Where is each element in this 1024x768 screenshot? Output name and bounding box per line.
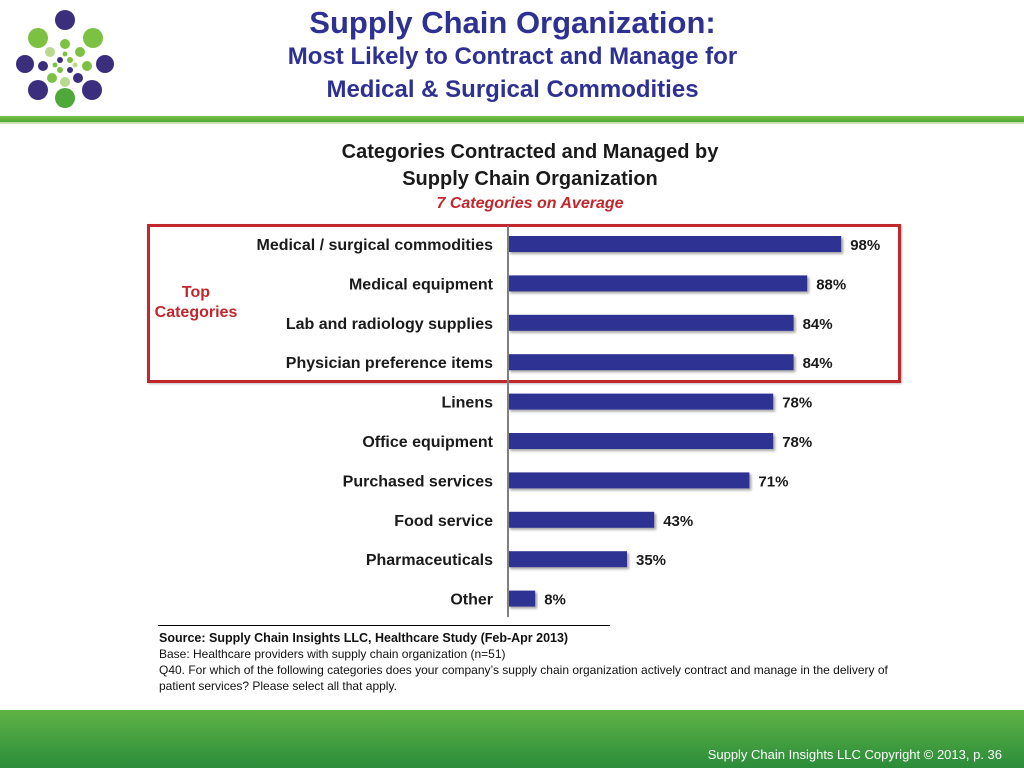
chart-subtitle: 7 Categories on Average [436, 195, 624, 212]
footer-bar [0, 710, 1024, 768]
slide-title: Supply Chain Organization: [309, 5, 716, 40]
value-label-0: 98% [850, 237, 880, 254]
bar-7 [508, 511, 655, 528]
bar-0 [508, 236, 842, 252]
category-label-4: Linens [441, 395, 493, 412]
company-logo [16, 10, 114, 108]
bar-8 [508, 551, 627, 568]
value-label-6: 71% [758, 473, 788, 490]
category-label-0: Medical / surgical commodities [256, 237, 493, 254]
chart-title-line2: Supply Chain Organization [402, 168, 658, 190]
source-question: Q40. For which of the following categori… [159, 663, 888, 693]
bar-2 [508, 314, 794, 331]
category-label-5: Office equipment [362, 434, 493, 451]
category-label-1: Medical equipment [349, 276, 494, 293]
top-categories-label-line1: Top [181, 284, 211, 301]
top-categories-highlight-box [147, 224, 901, 383]
value-label-5: 78% [782, 434, 812, 451]
bar-1 [508, 275, 808, 292]
value-label-9: 8% [544, 592, 566, 609]
value-label-3: 84% [803, 355, 833, 372]
slide-header: Supply Chain Organization: Most Likely t… [180, 6, 845, 106]
category-label-2: Lab and radiology supplies [286, 316, 493, 333]
bar-5 [508, 433, 774, 449]
chart-title: Categories Contracted and Managed by Sup… [230, 139, 830, 193]
bar-3 [508, 354, 794, 371]
top-categories-label-line2: Categories [154, 304, 238, 321]
value-label-1: 88% [816, 276, 846, 293]
source-notes: Source: Supply Chain Insights LLC, Healt… [159, 630, 919, 694]
value-label-2: 84% [803, 316, 833, 333]
header-divider-shadow [0, 122, 1024, 124]
value-label-4: 78% [782, 395, 812, 412]
source-title: Source: Supply Chain Insights LLC, Healt… [159, 631, 569, 645]
slide-subtitle-line2: Medical & Surgical Commodities [326, 76, 699, 103]
header-divider [0, 116, 1024, 122]
bar-4 [508, 393, 774, 410]
category-label-8: Pharmaceuticals [366, 552, 493, 569]
category-label-3: Physician preference items [286, 355, 493, 372]
top-categories-label: Top Categories [147, 283, 245, 323]
category-label-9: Other [450, 592, 493, 609]
value-label-7: 43% [663, 513, 693, 530]
chart-title-line1: Categories Contracted and Managed by [341, 141, 719, 163]
slide-subtitle-line1: Most Likely to Contract and Manage for [287, 43, 738, 70]
bar-9 [508, 590, 536, 607]
footer-copyright: Supply Chain Insights LLC Copyright © 20… [707, 747, 1002, 762]
source-divider [158, 625, 610, 626]
bar-6 [508, 472, 750, 489]
value-label-8: 35% [636, 552, 666, 569]
category-label-7: Food service [394, 513, 493, 530]
source-base: Base: Healthcare providers with supply c… [159, 647, 506, 661]
category-label-6: Purchased services [343, 473, 493, 490]
